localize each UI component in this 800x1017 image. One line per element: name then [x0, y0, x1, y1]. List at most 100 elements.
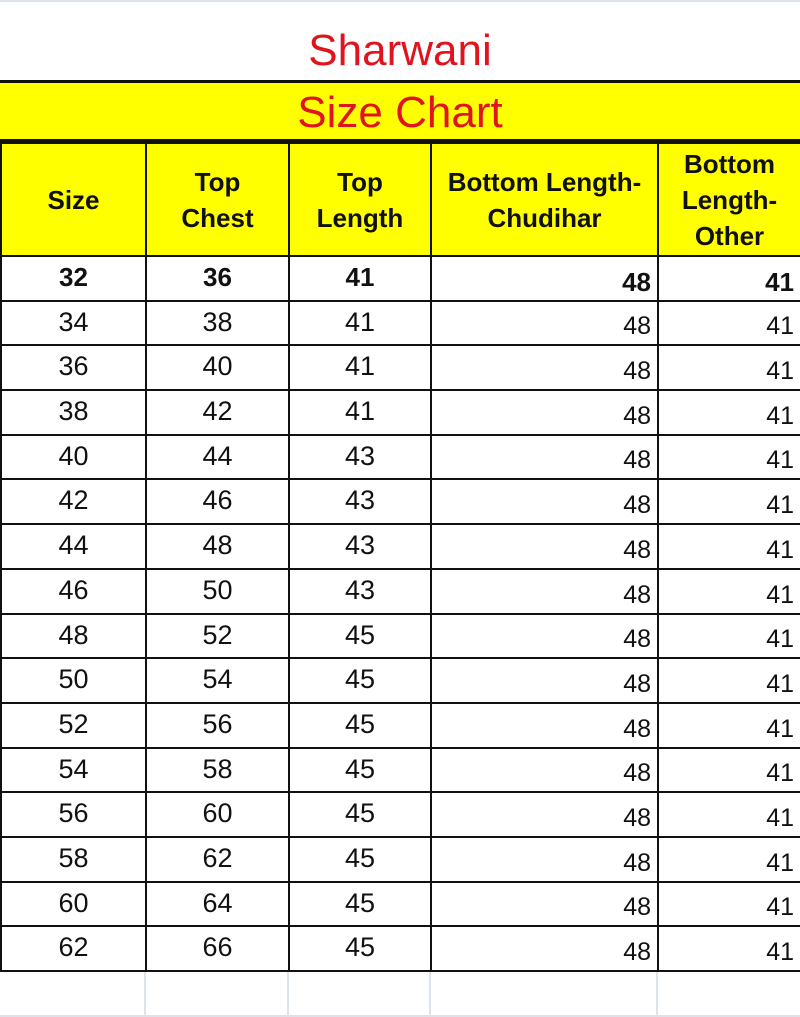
cell-size: 32	[0, 255, 147, 302]
cell-bottom-length-other: 41	[657, 523, 800, 570]
cell-size: 36	[0, 344, 147, 392]
cell-bottom-length-other: 41	[657, 255, 800, 302]
cell-top-length: 45	[288, 612, 432, 660]
cell-bottom-length-other: 41	[657, 880, 800, 928]
cell-top-chest: 52	[145, 612, 290, 660]
column-header-top-length: Top Length	[288, 142, 432, 257]
cell-bottom-length-other: 41	[657, 389, 800, 436]
cell-bottom-length-other: 41	[657, 657, 800, 704]
table-row: 48 52 45 48 41	[0, 612, 800, 660]
chart-subtitle: Size Chart	[0, 80, 800, 142]
cell-bottom-length-chudihar: 48	[430, 880, 659, 928]
cell-size: 38	[0, 389, 147, 436]
cell-top-length: 41	[288, 299, 432, 347]
table-row: 44 48 43 48 41	[0, 523, 800, 570]
cell-top-length: 43	[288, 523, 432, 570]
cell-bottom-length-chudihar: 48	[430, 389, 659, 436]
cell-top-chest: 60	[145, 791, 290, 838]
cell-top-chest: 48	[145, 523, 290, 570]
cell-size: 40	[0, 433, 147, 481]
table-row: 52 56 45 48 41	[0, 701, 800, 749]
table-row: 50 54 45 48 41	[0, 657, 800, 704]
cell-top-length: 43	[288, 567, 432, 615]
cell-bottom-length-chudihar: 48	[430, 344, 659, 392]
cell-top-length: 43	[288, 478, 432, 526]
cell-top-length: 45	[288, 791, 432, 838]
cell-top-chest: 56	[145, 701, 290, 749]
cell-top-length: 41	[288, 255, 432, 302]
cell-bottom-length-chudihar: 48	[430, 746, 659, 794]
table-row: 60 64 45 48 41	[0, 880, 800, 928]
cell-size: 56	[0, 791, 147, 838]
cell-bottom-length-chudihar: 48	[430, 433, 659, 481]
cell-size: 34	[0, 299, 147, 347]
cell-bottom-length-chudihar: 48	[430, 657, 659, 704]
table-row: 54 58 45 48 41	[0, 746, 800, 794]
cell-bottom-length-chudihar: 48	[430, 567, 659, 615]
cell-top-chest: 64	[145, 880, 290, 928]
cell-bottom-length-chudihar: 48	[430, 835, 659, 883]
cell-bottom-length-other: 41	[657, 791, 800, 838]
cell-top-length: 43	[288, 433, 432, 481]
cell-bottom-length-chudihar: 48	[430, 612, 659, 660]
size-table: Size Top Chest Top Length Bottom Length-…	[0, 142, 800, 972]
table-row: 62 66 45 48 41	[0, 925, 800, 972]
cell-size: 50	[0, 657, 147, 704]
cell-size: 54	[0, 746, 147, 794]
table-row: 58 62 45 48 41	[0, 835, 800, 883]
column-header-bottom-length-chudihar: Bottom Length- Chudihar	[430, 142, 659, 257]
cell-bottom-length-other: 41	[657, 746, 800, 794]
chart-title: Sharwani	[0, 0, 800, 80]
cell-bottom-length-other: 41	[657, 835, 800, 883]
cell-bottom-length-other: 41	[657, 299, 800, 347]
cell-size: 46	[0, 567, 147, 615]
cell-top-length: 45	[288, 657, 432, 704]
column-header-top-chest: Top Chest	[145, 142, 290, 257]
table-row: 36 40 41 48 41	[0, 344, 800, 392]
table-row: 42 46 43 48 41	[0, 478, 800, 526]
cell-top-length: 41	[288, 389, 432, 436]
table-row: 46 50 43 48 41	[0, 567, 800, 615]
table-row: 40 44 43 48 41	[0, 433, 800, 481]
cell-top-length: 45	[288, 835, 432, 883]
cell-bottom-length-chudihar: 48	[430, 255, 659, 302]
cell-bottom-length-other: 41	[657, 925, 800, 972]
cell-top-length: 45	[288, 746, 432, 794]
cell-bottom-length-other: 41	[657, 433, 800, 481]
header-row: Size Top Chest Top Length Bottom Length-…	[0, 142, 800, 257]
table-row: 38 42 41 48 41	[0, 389, 800, 436]
cell-top-chest: 42	[145, 389, 290, 436]
cell-bottom-length-chudihar: 48	[430, 791, 659, 838]
cell-bottom-length-other: 41	[657, 344, 800, 392]
cell-size: 42	[0, 478, 147, 526]
cell-top-chest: 44	[145, 433, 290, 481]
cell-bottom-length-chudihar: 48	[430, 701, 659, 749]
cell-size: 44	[0, 523, 147, 570]
cell-top-length: 45	[288, 925, 432, 972]
cell-top-chest: 46	[145, 478, 290, 526]
cell-size: 58	[0, 835, 147, 883]
cell-size: 62	[0, 925, 147, 972]
cell-bottom-length-other: 41	[657, 478, 800, 526]
cell-bottom-length-chudihar: 48	[430, 478, 659, 526]
cell-size: 52	[0, 701, 147, 749]
cell-bottom-length-chudihar: 48	[430, 523, 659, 570]
cell-top-chest: 36	[145, 255, 290, 302]
cell-size: 48	[0, 612, 147, 660]
cell-top-chest: 50	[145, 567, 290, 615]
column-header-bottom-length-other: Bottom Length- Other	[657, 142, 800, 257]
column-header-size: Size	[0, 142, 147, 257]
cell-top-chest: 62	[145, 835, 290, 883]
cell-top-chest: 38	[145, 299, 290, 347]
cell-bottom-length-other: 41	[657, 612, 800, 660]
cell-top-length: 45	[288, 701, 432, 749]
table-row: 56 60 45 48 41	[0, 791, 800, 838]
cell-top-chest: 40	[145, 344, 290, 392]
cell-bottom-length-chudihar: 48	[430, 299, 659, 347]
cell-bottom-length-chudihar: 48	[430, 925, 659, 972]
cell-bottom-length-other: 41	[657, 567, 800, 615]
cell-top-chest: 58	[145, 746, 290, 794]
cell-top-length: 45	[288, 880, 432, 928]
cell-bottom-length-other: 41	[657, 701, 800, 749]
table-row: 32 36 41 48 41	[0, 255, 800, 302]
